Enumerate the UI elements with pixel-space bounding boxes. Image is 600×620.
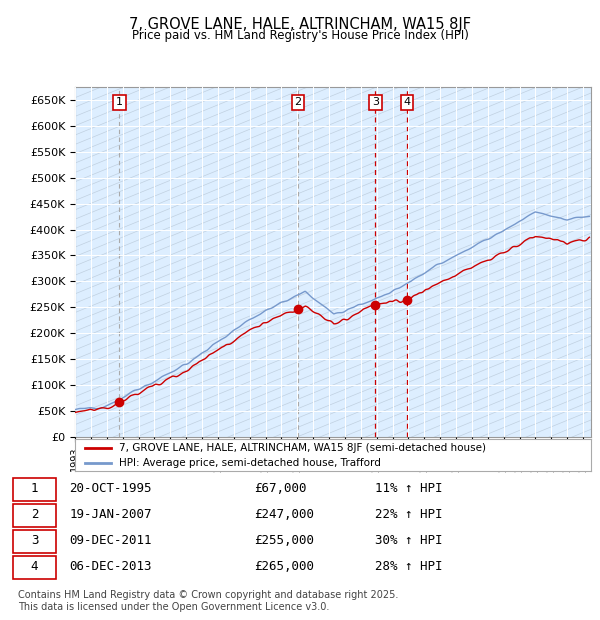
Text: 1: 1 (116, 97, 123, 107)
Text: 4: 4 (31, 560, 38, 573)
Text: Contains HM Land Registry data © Crown copyright and database right 2025.
This d: Contains HM Land Registry data © Crown c… (18, 590, 398, 612)
Text: 28% ↑ HPI: 28% ↑ HPI (375, 560, 442, 573)
FancyBboxPatch shape (13, 503, 56, 527)
Text: 30% ↑ HPI: 30% ↑ HPI (375, 534, 442, 547)
Text: 09-DEC-2011: 09-DEC-2011 (70, 534, 152, 547)
Text: £247,000: £247,000 (254, 508, 314, 521)
FancyBboxPatch shape (13, 556, 56, 578)
Text: £255,000: £255,000 (254, 534, 314, 547)
Text: 3: 3 (31, 534, 38, 547)
Text: 22% ↑ HPI: 22% ↑ HPI (375, 508, 442, 521)
Text: 1: 1 (31, 482, 38, 495)
Text: 06-DEC-2013: 06-DEC-2013 (70, 560, 152, 573)
Text: 20-OCT-1995: 20-OCT-1995 (70, 482, 152, 495)
Text: HPI: Average price, semi-detached house, Trafford: HPI: Average price, semi-detached house,… (119, 458, 381, 468)
Text: 11% ↑ HPI: 11% ↑ HPI (375, 482, 442, 495)
Text: 4: 4 (404, 97, 411, 107)
FancyBboxPatch shape (13, 529, 56, 553)
Text: £265,000: £265,000 (254, 560, 314, 573)
FancyBboxPatch shape (13, 478, 56, 501)
Text: 2: 2 (295, 97, 302, 107)
Text: £67,000: £67,000 (254, 482, 307, 495)
Text: 2: 2 (31, 508, 38, 521)
Text: 7, GROVE LANE, HALE, ALTRINCHAM, WA15 8JF: 7, GROVE LANE, HALE, ALTRINCHAM, WA15 8J… (129, 17, 471, 32)
Text: 3: 3 (372, 97, 379, 107)
Text: Price paid vs. HM Land Registry's House Price Index (HPI): Price paid vs. HM Land Registry's House … (131, 29, 469, 42)
Text: 19-JAN-2007: 19-JAN-2007 (70, 508, 152, 521)
Text: 7, GROVE LANE, HALE, ALTRINCHAM, WA15 8JF (semi-detached house): 7, GROVE LANE, HALE, ALTRINCHAM, WA15 8J… (119, 443, 486, 453)
